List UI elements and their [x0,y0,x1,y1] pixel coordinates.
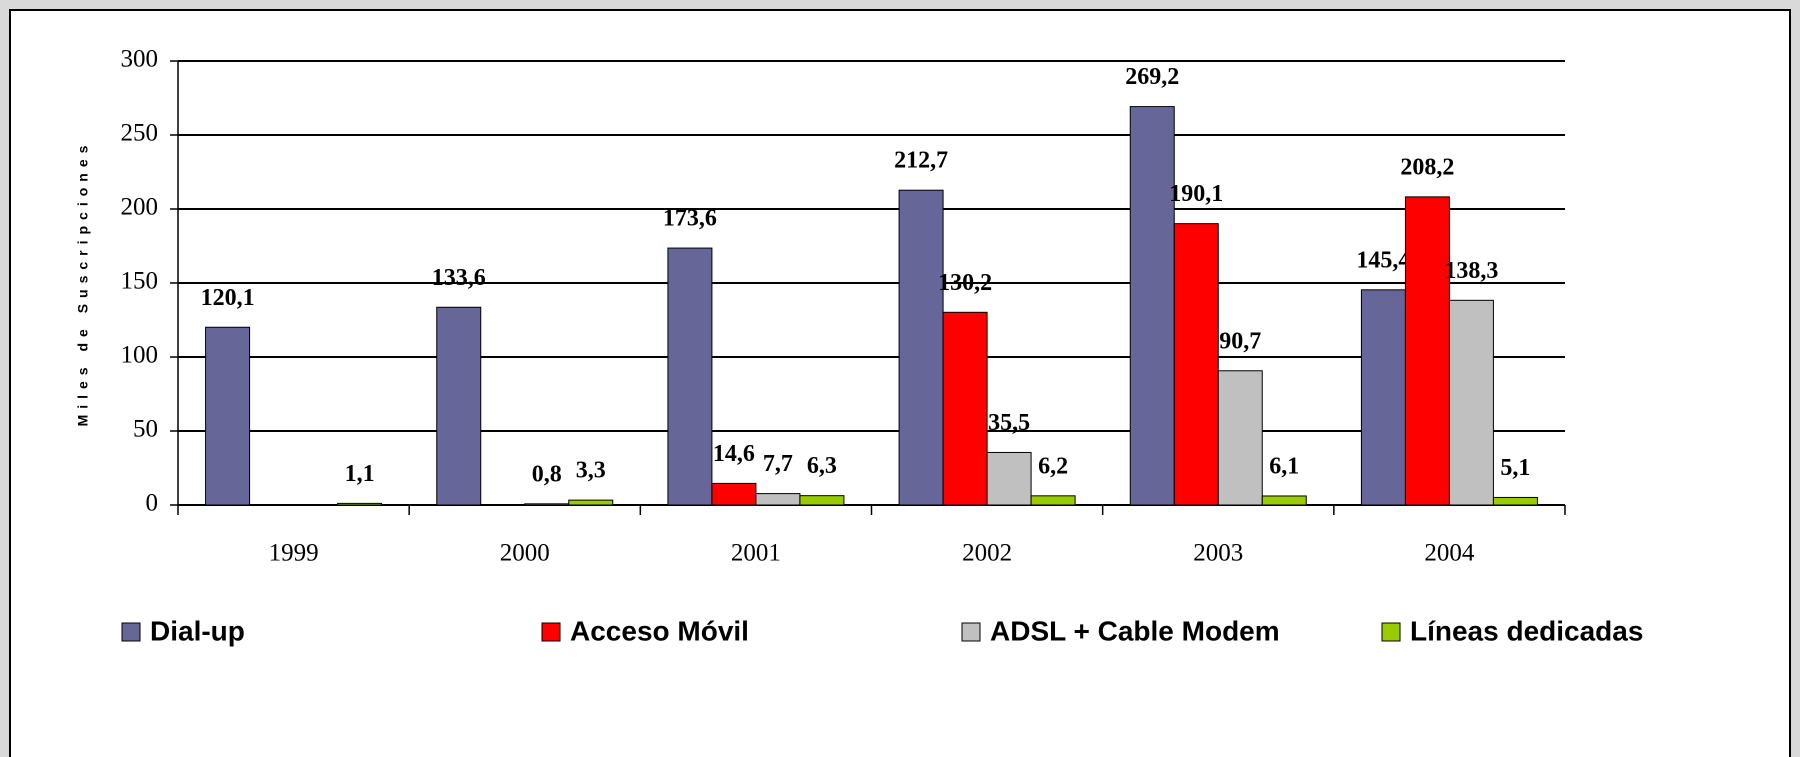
y-tick-label: 100 [121,342,159,369]
bar [1360,289,1406,506]
value-label: 1,1 [345,461,375,487]
bar [1173,223,1219,506]
bar [667,247,713,506]
value-label: 6,2 [1038,453,1068,479]
value-label: 145,4 [1356,247,1410,273]
x-tick-label: 1999 [269,540,319,567]
value-label: 6,3 [807,453,837,479]
bar [942,311,988,506]
bar [898,189,944,506]
bar [568,499,614,506]
value-label: 90,7 [1219,328,1261,354]
value-label: 130,2 [938,270,992,296]
x-tick-label: 2002 [962,540,1012,567]
y-axis-label: Miles de Suscripciones [75,140,91,427]
legend-label: Líneas dedicadas [1410,615,1643,646]
legend-swatch [961,622,981,642]
y-tick-label: 50 [133,416,158,443]
bar [1217,370,1263,506]
value-label: 138,3 [1444,258,1498,284]
bar [711,482,757,506]
legend-label: ADSL + Cable Modem [990,615,1280,646]
y-tick-label: 150 [121,268,159,295]
value-label: 0,8 [532,461,562,487]
value-label: 190,1 [1169,181,1223,207]
value-label: 6,1 [1269,453,1299,479]
bar [1261,495,1307,506]
legend-label: Acceso Móvil [570,615,749,646]
value-label: 133,6 [432,265,486,291]
bar [436,306,482,506]
bar [205,326,251,506]
x-tick-label: 2001 [731,540,781,567]
bar [755,493,801,506]
legend-swatch [1381,622,1401,642]
value-label: 212,7 [894,148,948,174]
bar [1129,106,1175,506]
legend-swatch [541,622,561,642]
bar [1030,495,1076,506]
value-label: 5,1 [1500,455,1530,481]
legend-label: Dial-up [150,615,245,646]
value-label: 208,2 [1400,154,1454,180]
y-tick-label: 250 [121,120,159,147]
legend-swatch [121,622,141,642]
value-label: 14,6 [713,441,755,467]
bar [986,451,1032,506]
bar [1404,196,1450,506]
value-label: 269,2 [1125,64,1179,90]
value-label: 3,3 [576,458,606,484]
x-tick-label: 2003 [1193,540,1243,567]
y-tick-label: 200 [121,194,159,221]
y-tick-label: 300 [121,46,159,73]
bar [799,495,845,506]
bar [1492,496,1538,506]
value-label: 7,7 [763,451,793,477]
value-label: 173,6 [663,206,717,232]
x-tick-label: 2004 [1424,540,1475,567]
bar [337,502,383,506]
bar [524,503,570,506]
x-tick-label: 2000 [500,540,550,567]
bar [1448,299,1494,506]
value-label: 35,5 [988,410,1030,436]
value-label: 120,1 [201,285,255,311]
y-tick-label: 0 [146,490,159,517]
